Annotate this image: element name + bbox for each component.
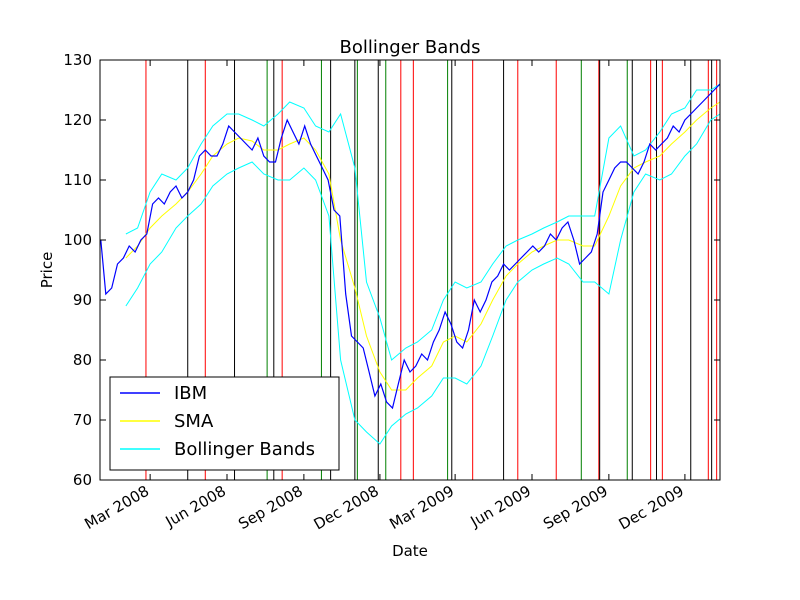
x-tick-label: Jun 2008	[162, 482, 229, 531]
chart-title: Bollinger Bands	[340, 37, 481, 58]
legend: IBM SMA Bollinger Bands	[109, 376, 340, 471]
x-tick-label: Mar 2008	[81, 482, 152, 533]
y-axis-title: Price	[38, 252, 56, 289]
legend-label: SMA	[174, 411, 214, 432]
legend-label: IBM	[174, 383, 207, 404]
x-tick-label: Dec 2008	[311, 482, 382, 534]
series-layer	[100, 83, 721, 445]
ibm-price-line	[100, 83, 721, 410]
x-tick-label: Sep 2009	[540, 482, 611, 533]
x-tick-label: Jun 2009	[467, 482, 534, 531]
y-tick-label: 80	[73, 351, 92, 369]
bollinger-upper-line	[125, 83, 721, 361]
y-tick-label: 130	[63, 51, 92, 69]
y-axis: 60 70 80 90 100 110 120 130	[63, 51, 720, 489]
x-tick-label: Sep 2008	[235, 482, 306, 533]
x-tick-label: Dec 2009	[616, 482, 687, 534]
bollinger-lower-line	[125, 113, 721, 445]
plot-frame	[99, 59, 721, 481]
x-axis-title: Date	[392, 542, 428, 560]
y-tick-label: 90	[73, 291, 92, 309]
sma-line	[125, 101, 721, 391]
x-tick-label: Mar 2009	[386, 482, 457, 533]
y-tick-label: 60	[73, 471, 92, 489]
legend-label: Bollinger Bands	[174, 439, 315, 460]
y-tick-label: 100	[63, 231, 92, 249]
y-tick-label: 70	[73, 411, 92, 429]
y-tick-label: 120	[63, 111, 92, 129]
y-tick-label: 110	[63, 171, 92, 189]
